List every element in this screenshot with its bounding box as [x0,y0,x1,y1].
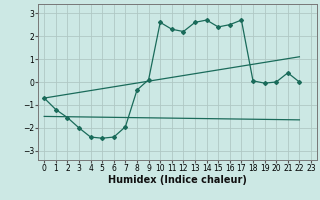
X-axis label: Humidex (Indice chaleur): Humidex (Indice chaleur) [108,175,247,185]
